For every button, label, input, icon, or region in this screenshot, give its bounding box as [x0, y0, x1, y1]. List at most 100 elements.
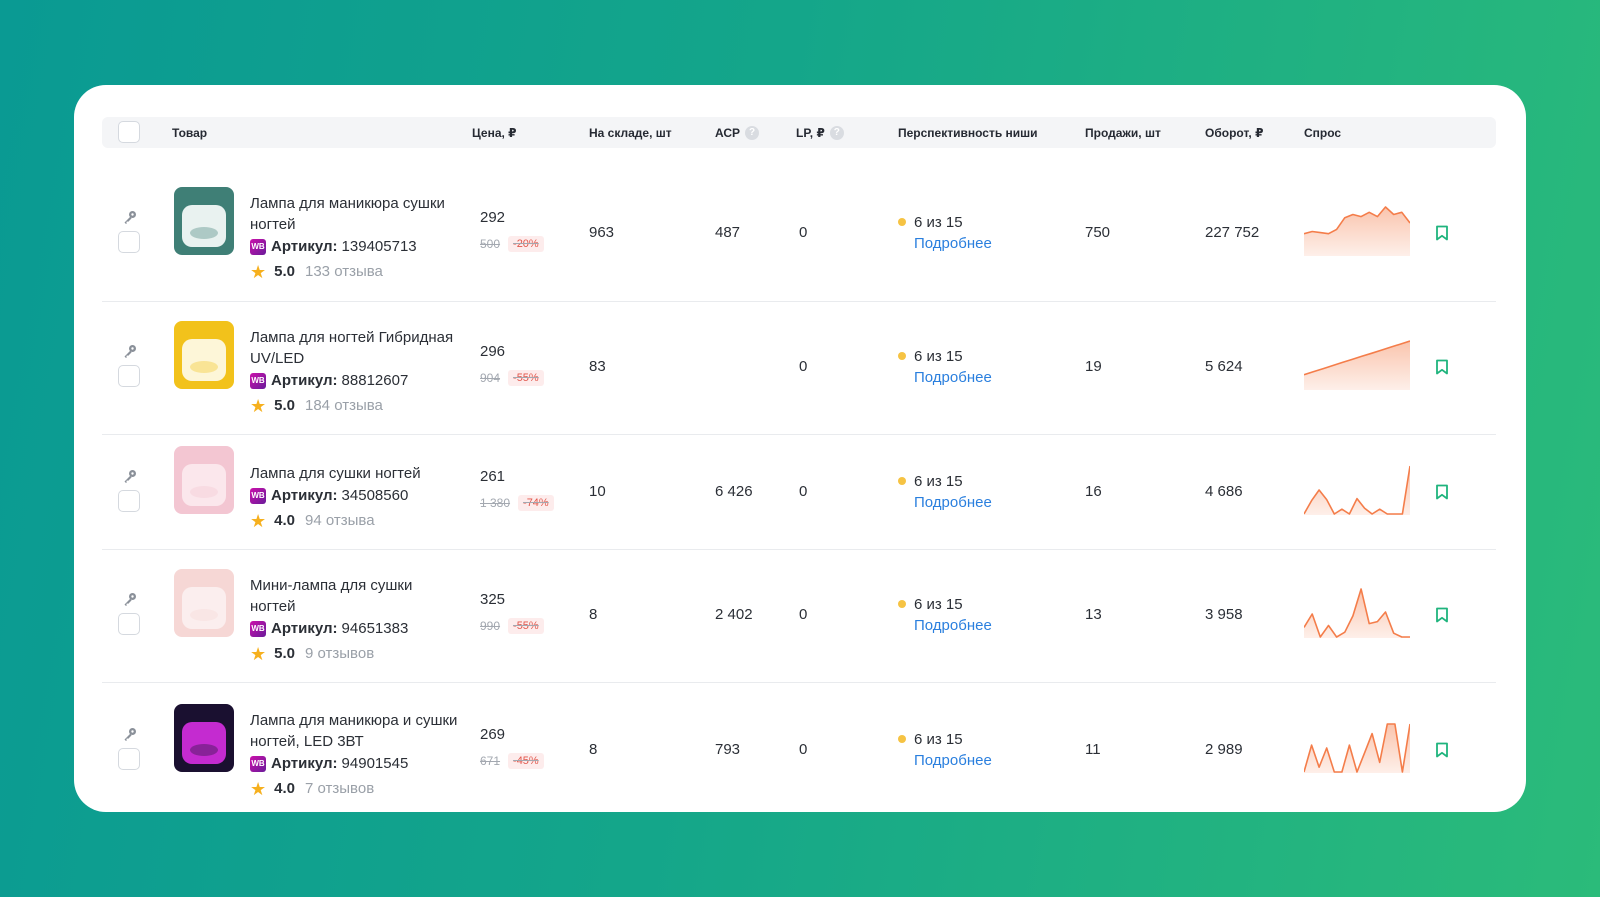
turnover-value: 227 752 [1205, 224, 1260, 241]
table-row[interactable]: Лампа для ногтей Гибридная UV/LED WB Артик… [102, 300, 1496, 434]
article-number[interactable]: 94901545 [341, 755, 409, 772]
niche-details-link[interactable]: Подробнее [914, 752, 992, 769]
niche-details-link[interactable]: Подробнее [914, 369, 992, 386]
product-name[interactable]: Лампа для маникюра сушки ногтей [250, 195, 445, 233]
product-thumbnail[interactable] [174, 569, 234, 637]
row-checkbox[interactable] [118, 748, 140, 770]
sparkline-line [1303, 206, 1411, 235]
reviews-count[interactable]: 94 отзыва [305, 512, 375, 529]
niche-details-link[interactable]: Подробнее [914, 235, 992, 252]
col-lp[interactable]: LP, ₽ ? [796, 126, 844, 140]
article-number[interactable]: 34508560 [341, 487, 409, 504]
sparkline-line [1303, 588, 1410, 638]
product-thumbnail[interactable] [174, 321, 234, 389]
demand-sparkline[interactable] [1303, 723, 1411, 773]
table-row[interactable]: Лампа для сушки ногтей WB Артикул: 34508560… [102, 435, 1496, 549]
sales-value: 11 [1085, 741, 1101, 758]
niche-status-dot [898, 477, 906, 485]
discount-badge: -20% [508, 236, 544, 252]
col-lp-label: LP, ₽ [796, 126, 825, 140]
row-divider [102, 301, 1496, 302]
table-row[interactable]: Лампа для маникюра сушки ногтей WB Артикул… [102, 165, 1496, 301]
help-icon[interactable]: ? [745, 126, 760, 140]
bookmark-icon[interactable] [1435, 742, 1449, 758]
col-stock[interactable]: На складе, шт [589, 126, 672, 140]
old-price: 990 -55% [480, 618, 544, 634]
rating-value: 5.0 [274, 645, 295, 662]
rating-value: 4.0 [274, 512, 295, 529]
col-acp[interactable]: АСР ? [715, 126, 760, 140]
col-price[interactable]: Цена, ₽ [472, 126, 517, 140]
row-checkbox[interactable] [118, 365, 140, 387]
product-name[interactable]: Лампа для сушки ногтей [250, 465, 421, 482]
table-row[interactable]: Мини-лампа для сушки ногтей WB Артикул: 946… [102, 548, 1496, 682]
reviews-count[interactable]: 184 отзыва [305, 397, 383, 414]
rating-value: 4.0 [274, 780, 295, 797]
price: 296 [480, 343, 506, 360]
bookmark-icon[interactable] [1435, 484, 1449, 500]
lp-value: 0 [799, 483, 808, 500]
product-thumbnail[interactable] [174, 446, 234, 514]
stock-value: 8 [589, 741, 598, 758]
article-number[interactable]: 139405713 [341, 238, 417, 255]
article-label: Артикул: [271, 372, 338, 389]
niche-details-link[interactable]: Подробнее [914, 617, 992, 634]
table-row[interactable]: Лампа для маникюра и сушки ногтей, LED 3… [102, 683, 1496, 817]
key-icon[interactable] [122, 726, 138, 742]
niche-details-link[interactable]: Подробнее [914, 494, 992, 511]
rating: ★ 4.0 94 отзыва [250, 512, 375, 530]
col-niche[interactable]: Перспективность ниши [898, 126, 1038, 140]
demand-sparkline[interactable] [1303, 588, 1410, 638]
discount-badge: -55% [508, 618, 544, 634]
old-price-value: 500 [480, 237, 501, 251]
product-thumbnail[interactable] [174, 704, 234, 772]
demand-sparkline[interactable] [1303, 465, 1411, 515]
row-checkbox[interactable] [118, 613, 140, 635]
article-label: Артикул: [271, 487, 338, 504]
col-sales[interactable]: Продажи, шт [1085, 126, 1161, 140]
key-icon[interactable] [122, 209, 138, 225]
help-icon[interactable]: ? [829, 126, 844, 140]
row-checkbox[interactable] [118, 231, 140, 253]
rating: ★ 5.0 184 отзыва [250, 397, 383, 415]
product-thumbnail[interactable] [174, 187, 234, 255]
article: WB Артикул: 34508560 [250, 487, 408, 504]
old-price-value: 904 [480, 371, 501, 385]
product-name[interactable]: Лампа для ногтей Гибридная UV/LED [250, 329, 454, 367]
article: WB Артикул: 94901545 [250, 755, 408, 772]
row-checkbox[interactable] [118, 490, 140, 512]
col-turnover[interactable]: Оборот, ₽ [1205, 126, 1264, 140]
bookmark-icon[interactable] [1435, 607, 1449, 623]
niche-score: 6 из 15 [914, 214, 963, 231]
product-name[interactable]: Мини-лампа для сушки ногтей [250, 577, 413, 615]
product-name[interactable]: Лампа для маникюра и сушки ногтей, LED 3… [250, 712, 458, 750]
sparkline-area [1304, 466, 1410, 515]
col-demand[interactable]: Спрос [1304, 126, 1342, 140]
acp-value: 2 402 [715, 606, 753, 623]
col-product[interactable]: Товар [172, 126, 208, 140]
key-icon[interactable] [122, 343, 138, 359]
article-number[interactable]: 94651383 [341, 620, 409, 637]
bookmark-icon[interactable] [1435, 359, 1449, 375]
sales-value: 750 [1085, 224, 1111, 241]
reviews-count[interactable]: 7 отзывов [305, 780, 375, 797]
demand-sparkline[interactable] [1303, 340, 1411, 390]
wb-logo-icon: WB [250, 755, 266, 772]
lp-value: 0 [799, 606, 808, 623]
acp-value: 6 426 [715, 483, 753, 500]
sparkline-line [1303, 465, 1411, 515]
acp-value: 793 [715, 741, 741, 758]
select-all-checkbox[interactable] [118, 121, 140, 143]
stock-value: 963 [589, 224, 615, 241]
sales-value: 19 [1085, 358, 1102, 375]
article-number[interactable]: 88812607 [341, 372, 409, 389]
key-icon[interactable] [122, 468, 138, 484]
demand-sparkline[interactable] [1303, 206, 1411, 256]
price: 269 [480, 726, 506, 743]
bookmark-icon[interactable] [1435, 225, 1449, 241]
reviews-count[interactable]: 9 отзывов [305, 645, 375, 662]
reviews-count[interactable]: 133 отзыва [305, 263, 383, 280]
stock-value: 83 [589, 358, 606, 375]
rating: ★ 5.0 9 отзывов [250, 645, 375, 663]
key-icon[interactable] [122, 591, 138, 607]
